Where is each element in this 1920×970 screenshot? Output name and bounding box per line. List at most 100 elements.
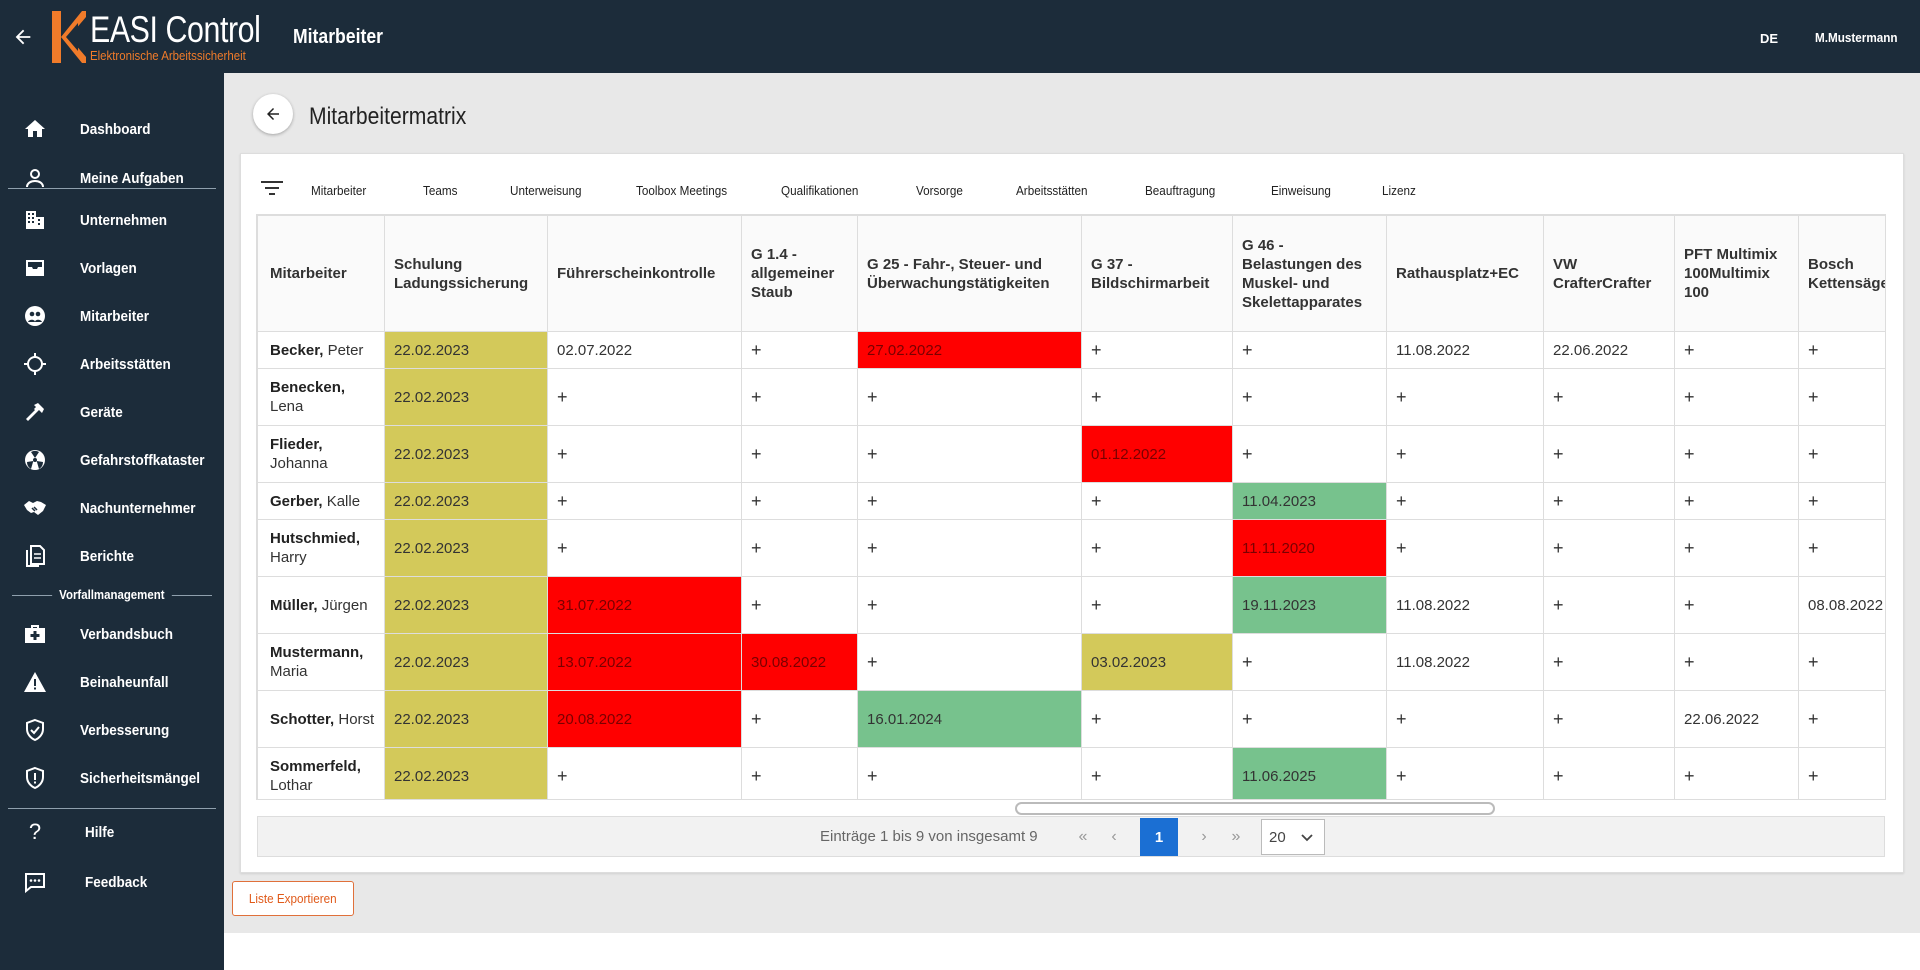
- matrix-cell[interactable]: +: [1081, 482, 1233, 520]
- sidebar-item-meine-aufgaben[interactable]: Meine Aufgaben: [0, 158, 224, 198]
- matrix-cell[interactable]: +: [1081, 519, 1233, 577]
- matrix-cell[interactable]: +: [1386, 425, 1544, 483]
- page-button-current[interactable]: 1: [1140, 818, 1178, 856]
- matrix-cell[interactable]: +: [1386, 690, 1544, 748]
- column-header[interactable]: G 1.4 - allgemeiner Staub: [741, 215, 858, 332]
- sidebar-item-geraete[interactable]: Geräte: [0, 392, 224, 432]
- sidebar-item-hilfe[interactable]: ? Hilfe: [0, 812, 224, 852]
- matrix-cell[interactable]: +: [1232, 331, 1387, 369]
- sidebar-item-beinaheunfall[interactable]: Beinaheunfall: [0, 662, 224, 702]
- matrix-cell[interactable]: 11.06.2025: [1232, 747, 1387, 799]
- column-header[interactable]: G 46 - Belastungen des Muskel- und Skele…: [1232, 215, 1387, 332]
- matrix-cell[interactable]: 20.08.2022: [547, 690, 742, 748]
- matrix-cell[interactable]: +: [547, 425, 742, 483]
- column-header[interactable]: G 37 - Bildschirmarbeit: [1081, 215, 1233, 332]
- next-page-icon[interactable]: ›: [1201, 828, 1207, 845]
- matrix-cell[interactable]: +: [1674, 331, 1799, 369]
- employee-name[interactable]: Hutschmied, Harry: [257, 519, 385, 577]
- matrix-cell[interactable]: 11.04.2023: [1232, 482, 1387, 520]
- employee-name[interactable]: Becker, Peter: [257, 331, 385, 369]
- employee-name[interactable]: Müller, Jürgen: [257, 576, 385, 634]
- matrix-cell[interactable]: +: [1081, 576, 1233, 634]
- matrix-cell[interactable]: 22.02.2023: [384, 331, 548, 369]
- matrix-cell[interactable]: +: [1386, 482, 1544, 520]
- matrix-cell[interactable]: +: [741, 519, 858, 577]
- matrix-cell[interactable]: +: [547, 368, 742, 426]
- matrix-cell[interactable]: 16.01.2024: [857, 690, 1082, 748]
- tab-5[interactable]: Vorsorge: [916, 183, 963, 198]
- employee-name[interactable]: Sommerfeld, Lothar: [257, 747, 385, 799]
- matrix-cell[interactable]: +: [1798, 519, 1885, 577]
- matrix-cell[interactable]: +: [1674, 519, 1799, 577]
- sidebar-item-verbesserung[interactable]: Verbesserung: [0, 710, 224, 750]
- matrix-cell[interactable]: +: [1674, 482, 1799, 520]
- matrix-cell[interactable]: +: [1543, 482, 1675, 520]
- matrix-cell[interactable]: +: [741, 331, 858, 369]
- tab-7[interactable]: Beauftragung: [1145, 183, 1216, 198]
- table-row[interactable]: Sommerfeld, Lothar 22.02.2023 + + + +11.06.20…: [257, 747, 1885, 799]
- prev-page-icon[interactable]: ‹: [1111, 828, 1117, 845]
- matrix-cell[interactable]: 22.02.2023: [384, 633, 548, 691]
- matrix-cell[interactable]: +: [1798, 482, 1885, 520]
- sidebar-item-gefahrstoffkataster[interactable]: Gefahrstoffkataster: [0, 440, 224, 480]
- column-header[interactable]: Rathausplatz+EC: [1386, 215, 1544, 332]
- employee-name[interactable]: Benecken, Lena: [257, 368, 385, 426]
- column-header[interactable]: Bosch Kettensäge: [1798, 215, 1885, 332]
- employee-name[interactable]: Mustermann, Maria: [257, 633, 385, 691]
- matrix-cell[interactable]: +: [857, 576, 1082, 634]
- tab-2[interactable]: Unterweisung: [510, 183, 582, 198]
- matrix-cell[interactable]: +: [1232, 690, 1387, 748]
- back-arrow-icon[interactable]: [0, 0, 46, 73]
- table-row[interactable]: Schotter, Horst 22.02.2023 20.08.2022 +16.0…: [257, 690, 1885, 748]
- matrix-cell[interactable]: +: [857, 747, 1082, 799]
- matrix-cell[interactable]: +: [1543, 690, 1675, 748]
- matrix-cell[interactable]: 30.08.2022: [741, 633, 858, 691]
- matrix-cell[interactable]: +: [1674, 633, 1799, 691]
- matrix-cell[interactable]: +: [1798, 368, 1885, 426]
- tab-8[interactable]: Einweisung: [1271, 183, 1331, 198]
- scrollbar-thumb[interactable]: [1015, 802, 1495, 815]
- sidebar-item-arbeitsstaetten[interactable]: Arbeitsstätten: [0, 344, 224, 384]
- table-row[interactable]: Hutschmied, Harry 22.02.2023 + + + +11.11.202…: [257, 519, 1885, 577]
- sidebar-item-vorlagen[interactable]: Vorlagen: [0, 248, 224, 288]
- matrix-cell[interactable]: 22.02.2023: [384, 519, 548, 577]
- matrix-cell[interactable]: 31.07.2022: [547, 576, 742, 634]
- matrix-cell[interactable]: +: [1798, 633, 1885, 691]
- matrix-cell[interactable]: +: [1232, 633, 1387, 691]
- matrix-cell[interactable]: 11.11.2020: [1232, 519, 1387, 577]
- page-size-select[interactable]: 20: [1261, 819, 1325, 855]
- last-page-icon[interactable]: »: [1231, 828, 1241, 845]
- sidebar-item-unternehmen[interactable]: Unternehmen: [0, 200, 224, 240]
- matrix-cell[interactable]: +: [857, 482, 1082, 520]
- language-switch[interactable]: DE: [1760, 31, 1779, 46]
- sidebar-item-verbandsbuch[interactable]: Verbandsbuch: [0, 614, 224, 654]
- sidebar-item-dashboard[interactable]: Dashboard: [0, 109, 224, 149]
- table-row[interactable]: Müller, Jürgen 22.02.2023 31.07.2022 + + +19.…: [257, 576, 1885, 634]
- matrix-cell[interactable]: +: [741, 690, 858, 748]
- matrix-cell[interactable]: +: [1543, 368, 1675, 426]
- matrix-cell[interactable]: +: [857, 633, 1082, 691]
- tab-4[interactable]: Qualifikationen: [781, 183, 859, 198]
- matrix-cell[interactable]: 22.02.2023: [384, 425, 548, 483]
- matrix-cell[interactable]: 22.02.2023: [384, 482, 548, 520]
- matrix-cell[interactable]: +: [857, 425, 1082, 483]
- employee-name[interactable]: Schotter, Horst: [257, 690, 385, 748]
- filter-icon[interactable]: [260, 179, 284, 197]
- table-row[interactable]: Flieder, Johanna 22.02.2023 + + +01.12.2022 +…: [257, 425, 1885, 483]
- matrix-cell[interactable]: 13.07.2022: [547, 633, 742, 691]
- app-logo[interactable]: EASI Control Elektronische Arbeitssicher…: [52, 0, 298, 73]
- sidebar-item-nachunternehmer[interactable]: Nachunternehmer: [0, 488, 224, 528]
- matrix-cell[interactable]: 11.08.2022: [1386, 633, 1544, 691]
- tab-6[interactable]: Arbeitsstätten: [1016, 183, 1088, 198]
- tab-9[interactable]: Lizenz: [1382, 183, 1416, 198]
- matrix-cell[interactable]: +: [741, 425, 858, 483]
- horizontal-scrollbar[interactable]: [257, 800, 1885, 816]
- matrix-cell[interactable]: +: [1674, 368, 1799, 426]
- sidebar-item-berichte[interactable]: Berichte: [0, 536, 224, 576]
- matrix-cell[interactable]: +: [1386, 368, 1544, 426]
- matrix-cell[interactable]: +: [1543, 519, 1675, 577]
- matrix-cell[interactable]: 03.02.2023: [1081, 633, 1233, 691]
- matrix-cell[interactable]: 27.02.2022: [857, 331, 1082, 369]
- tab-1[interactable]: Teams: [423, 183, 458, 198]
- employee-name[interactable]: Gerber, Kalle: [257, 482, 385, 520]
